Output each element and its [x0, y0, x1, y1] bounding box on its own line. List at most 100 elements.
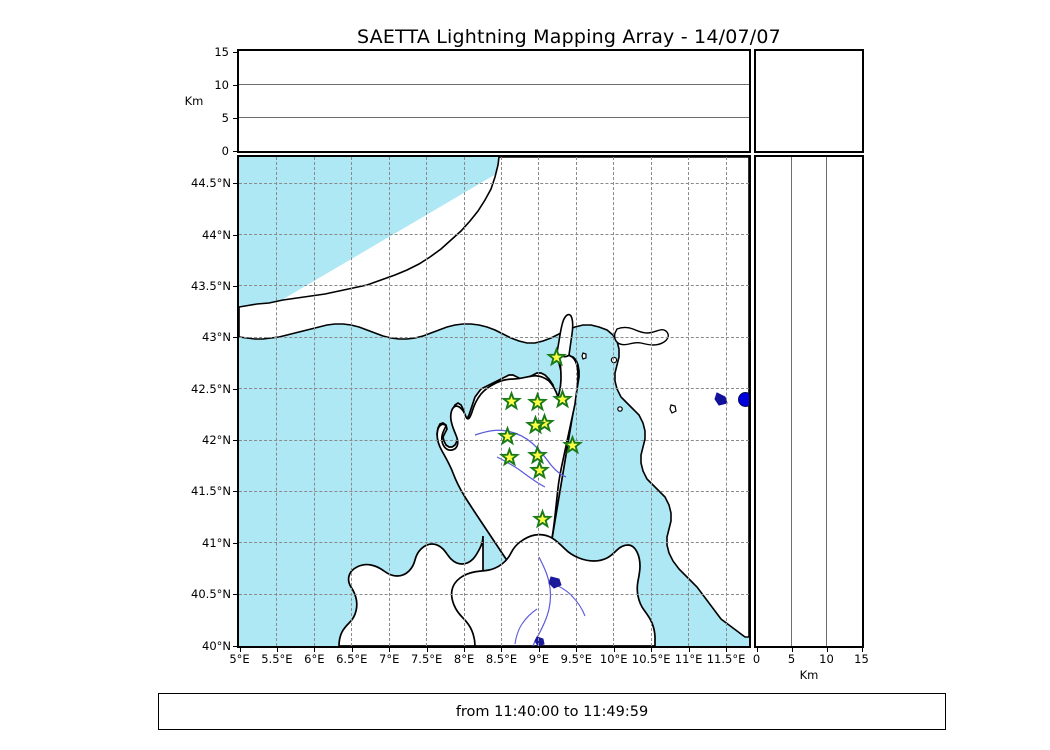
river-tavignano	[496, 456, 546, 488]
sardinia-river-3	[514, 608, 538, 645]
station-star-icon[interactable]	[501, 390, 522, 411]
map-longitude-gridline	[688, 157, 690, 646]
top-histogram-panel[interactable]	[237, 49, 751, 153]
map-latitude-tick-mark	[233, 183, 237, 185]
map-latitude-gridline	[239, 388, 749, 390]
station-star-icon[interactable]	[552, 388, 573, 409]
map-latitude-gridline	[239, 234, 749, 236]
island-sardinia-outline	[450, 533, 656, 646]
station-star-icon[interactable]	[529, 459, 550, 480]
map-latitude-tick-label: 43°N	[202, 330, 231, 345]
station-star-icon[interactable]	[499, 446, 520, 467]
map-latitude-tick-label: 41°N	[202, 535, 231, 550]
map-longitude-tick-label: 6°E	[304, 652, 325, 666]
map-longitude-gridline	[725, 157, 727, 646]
corner-panel[interactable]	[754, 49, 864, 153]
top-panel-gridline	[239, 117, 749, 118]
map-longitude-tick-label: 11.5°E	[706, 652, 746, 666]
map-longitude-tick-label: 8.5°E	[485, 652, 518, 666]
map-geography	[239, 157, 749, 646]
map-longitude-tick-label: 8°E	[453, 652, 475, 666]
map-latitude-tick-label: 43.5°N	[191, 278, 231, 293]
map-latitude-gridline	[239, 285, 749, 287]
map-longitude-tick-mark	[726, 648, 728, 652]
map-longitude-gridline	[388, 157, 390, 646]
map-latitude-gridline	[239, 490, 749, 492]
top-panel-y-tick-label: 10	[214, 77, 229, 92]
map-longitude-tick-mark	[651, 648, 653, 652]
map-longitude-tick-mark	[464, 648, 466, 652]
map-latitude-tick-label: 40°N	[202, 638, 231, 653]
map-panel[interactable]	[237, 155, 751, 648]
island-elba	[613, 326, 669, 346]
map-latitude-tick-label: 42°N	[202, 433, 231, 448]
map-latitude-tick-label: 40.5°N	[191, 587, 231, 602]
map-longitude-gridline	[351, 157, 353, 646]
top-panel-y-tick-label: 15	[214, 44, 229, 59]
right-histogram-panel[interactable]	[754, 155, 864, 648]
lightning-source-marker[interactable]	[738, 392, 749, 407]
river-golo	[474, 429, 567, 478]
station-star-icon[interactable]	[562, 434, 583, 455]
top-panel-y-tick-mark	[233, 51, 237, 53]
top-panel-y-tick-label: 0	[221, 143, 229, 158]
map-longitude-tick-mark	[239, 648, 241, 652]
map-longitude-gridline	[500, 157, 502, 646]
map-longitude-tick-mark	[501, 648, 503, 652]
page-title: SAETTA Lightning Mapping Array - 14/07/0…	[0, 26, 1050, 48]
map-longitude-tick-label: 7.5°E	[410, 652, 443, 666]
page-title-text: SAETTA Lightning Mapping Array - 14/07/0…	[357, 26, 781, 48]
right-panel-gridline	[791, 157, 792, 646]
map-latitude-tick-mark	[233, 645, 237, 647]
station-star-icon[interactable]	[525, 414, 546, 435]
map-latitude-gridline	[239, 542, 749, 544]
map-latitude-tick-mark	[233, 388, 237, 390]
map-latitude-tick-mark	[233, 491, 237, 493]
map-longitude-tick-mark	[613, 648, 615, 652]
map-longitude-tick-label: 6.5°E	[336, 652, 368, 666]
time-range-text: from 11:40:00 to 11:49:59	[455, 703, 649, 720]
right-panel-x-tick-label: 0	[752, 652, 761, 666]
map-longitude-gridline	[276, 157, 278, 646]
map-longitude-gridline	[313, 157, 315, 646]
map-latitude-tick-mark	[233, 542, 237, 544]
map-latitude-gridline	[239, 439, 749, 441]
map-longitude-tick-label: 9°E	[528, 652, 550, 666]
map-latitude-tick-mark	[233, 440, 237, 442]
map-longitude-tick-mark	[538, 648, 540, 652]
map-latitude-tick-label: 44.5°N	[191, 176, 231, 191]
map-longitude-gridline	[650, 157, 652, 646]
time-range-status-bar: from 11:40:00 to 11:49:59	[158, 693, 946, 730]
map-longitude-gridline	[613, 157, 615, 646]
right-panel-x-tick-mark	[791, 648, 793, 652]
map-longitude-tick-label: 5°E	[229, 652, 250, 666]
map-longitude-tick-mark	[688, 648, 690, 652]
top-panel-y-tick-mark	[233, 117, 237, 119]
station-star-icon[interactable]	[546, 346, 567, 367]
station-star-icon[interactable]	[527, 444, 548, 465]
map-latitude-tick-mark	[233, 285, 237, 287]
map-canvas[interactable]	[239, 157, 749, 646]
islet-giglio	[581, 352, 587, 360]
map-longitude-tick-label: 11°E	[674, 652, 703, 666]
cap-corse	[556, 313, 574, 358]
map-latitude-tick-label: 44°N	[202, 227, 231, 242]
map-latitude-tick-mark	[233, 234, 237, 236]
map-latitude-tick-mark	[233, 337, 237, 339]
top-panel-y-tick-mark	[233, 84, 237, 86]
station-star-icon[interactable]	[527, 391, 548, 412]
map-longitude-gridline	[463, 157, 465, 646]
map-longitude-tick-label: 10°E	[599, 652, 628, 666]
peninsula-argentario	[714, 392, 728, 406]
top-panel-y-axis-label: Km	[184, 94, 204, 108]
sardinia-lake-2	[534, 636, 545, 646]
map-latitude-tick-mark	[233, 594, 237, 596]
map-latitude-gridline	[239, 182, 749, 184]
map-latitude-gridline	[239, 336, 749, 338]
map-longitude-tick-mark	[426, 648, 428, 652]
station-star-icon[interactable]	[532, 508, 553, 529]
top-panel-y-tick-mark	[233, 150, 237, 152]
map-longitude-tick-label: 10.5°E	[631, 652, 671, 666]
right-panel-x-tick-mark	[756, 648, 758, 652]
station-star-icon[interactable]	[497, 425, 518, 446]
